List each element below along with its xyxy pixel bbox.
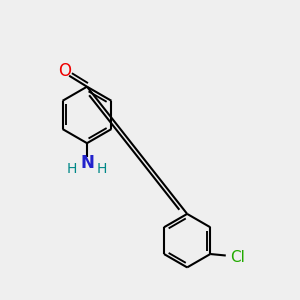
Text: Cl: Cl	[230, 250, 245, 266]
Text: H: H	[67, 162, 77, 176]
Text: H: H	[97, 162, 107, 176]
Text: O: O	[58, 62, 71, 80]
Text: N: N	[80, 154, 94, 172]
